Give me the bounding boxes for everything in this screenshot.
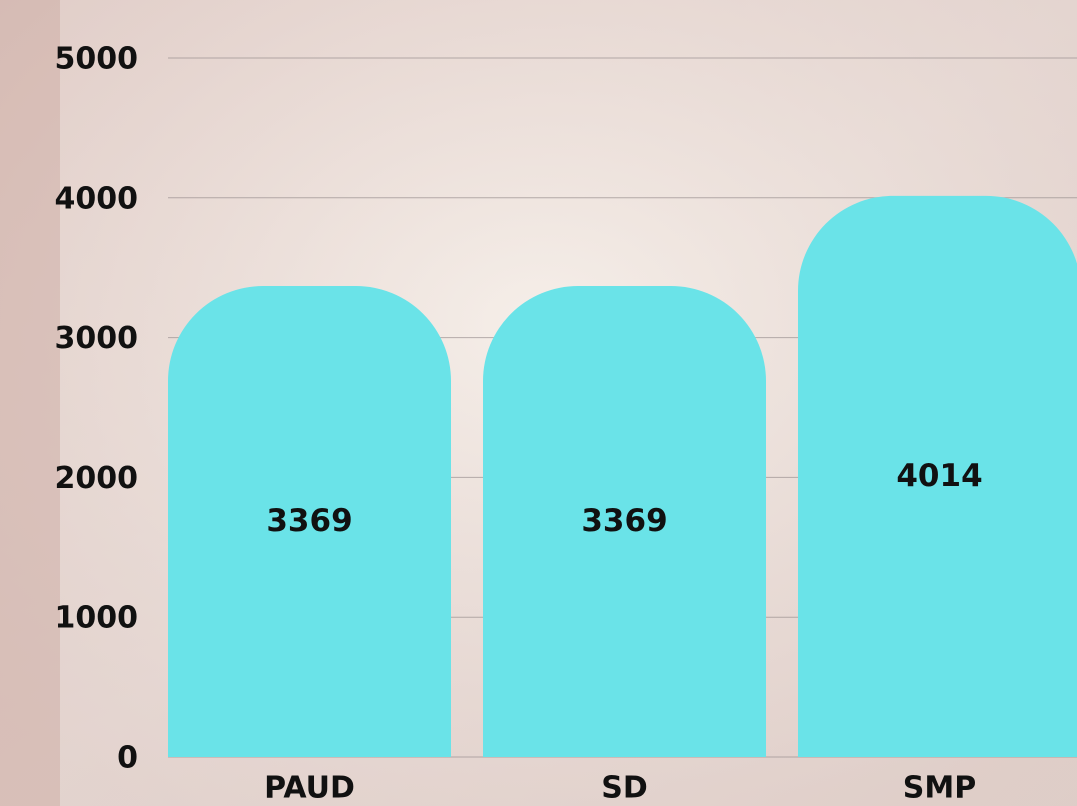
y-tick-label: 5000 bbox=[55, 42, 139, 77]
y-tick-label: 2000 bbox=[55, 461, 139, 496]
chart: 0 1000 2000 3000 4000 5000 PAUD 3369 SD 3369 SMP 40… bbox=[0, 0, 1077, 806]
y-tick-label: 0 bbox=[117, 741, 138, 776]
background-photo-edge bbox=[0, 0, 60, 806]
y-tick-label: 1000 bbox=[55, 601, 139, 636]
y-tick-label: 4000 bbox=[55, 181, 139, 216]
value-label: 4014 bbox=[896, 458, 982, 494]
page: 0 1000 2000 3000 4000 5000 PAUD 3369 SD 3369 SMP 40… bbox=[0, 0, 1077, 806]
x-tick-label: SD bbox=[601, 771, 648, 806]
value-label: 3369 bbox=[581, 503, 667, 539]
y-tick-label: 3000 bbox=[55, 321, 139, 356]
x-tick-label: SMP bbox=[903, 771, 976, 806]
x-tick-label: PAUD bbox=[264, 771, 355, 806]
value-label: 3369 bbox=[266, 503, 352, 539]
